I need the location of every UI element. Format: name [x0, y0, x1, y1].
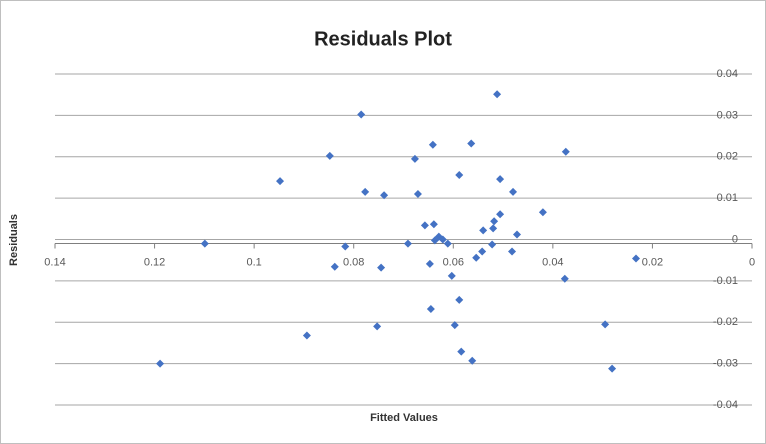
point: [538, 208, 547, 217]
point: [513, 230, 522, 239]
y-tick-label: -0.02: [713, 316, 738, 328]
point: [425, 259, 434, 268]
point: [373, 322, 382, 331]
point: [601, 320, 610, 329]
y-tick-label: -0.01: [713, 275, 738, 287]
point: [325, 151, 334, 160]
point: [479, 226, 488, 235]
point: [428, 140, 437, 149]
chart-title: Residuals Plot: [314, 28, 452, 50]
point: [450, 321, 459, 330]
point: [478, 247, 487, 256]
point: [380, 191, 389, 200]
point: [508, 247, 517, 256]
y-tick-label: 0: [732, 233, 738, 245]
point: [413, 189, 422, 198]
point: [430, 236, 439, 245]
point: [472, 253, 481, 262]
x-tick-label: 0.12: [144, 256, 165, 268]
point: [357, 110, 366, 119]
point: [377, 263, 386, 272]
point: [302, 331, 311, 340]
point: [410, 154, 419, 163]
y-axis-title: Residuals: [8, 214, 20, 266]
y-tick-label: 0.04: [717, 68, 738, 80]
point: [631, 254, 640, 263]
y-tick-label: 0.01: [717, 192, 738, 204]
point: [490, 217, 499, 226]
point: [420, 221, 429, 230]
point: [361, 187, 370, 196]
point: [468, 356, 477, 365]
point: [455, 295, 464, 304]
point: [488, 240, 497, 249]
y-tick-label: 0.03: [717, 109, 738, 121]
point: [496, 210, 505, 219]
point: [330, 262, 339, 271]
y-tick-label: 0.02: [717, 151, 738, 163]
point: [429, 220, 438, 229]
x-tick-label: 0.02: [642, 256, 663, 268]
point: [443, 239, 452, 248]
point: [457, 347, 466, 356]
x-tick-label: 0.04: [542, 256, 563, 268]
point: [200, 239, 209, 248]
x-tick-label: 0.1: [246, 256, 261, 268]
point: [561, 147, 570, 156]
x-tick-label: 0.08: [343, 256, 364, 268]
point: [467, 139, 476, 148]
point: [438, 235, 447, 244]
x-tick-label: 0.14: [44, 256, 65, 268]
y-tick-label: -0.04: [713, 399, 738, 411]
point: [608, 364, 617, 373]
y-tick-label: -0.03: [713, 358, 738, 370]
point: [489, 224, 498, 233]
x-tick-label: 0: [749, 256, 755, 268]
point: [403, 239, 412, 248]
point: [341, 242, 350, 251]
point: [509, 187, 518, 196]
x-tick-label: 0.06: [443, 256, 464, 268]
point: [276, 177, 285, 186]
point: [496, 175, 505, 184]
x-axis-title: Fitted Values: [370, 412, 438, 424]
point: [560, 274, 569, 283]
point: [455, 170, 464, 179]
point: [493, 90, 502, 99]
point: [426, 305, 435, 314]
point: [447, 271, 456, 280]
point: [156, 359, 165, 368]
